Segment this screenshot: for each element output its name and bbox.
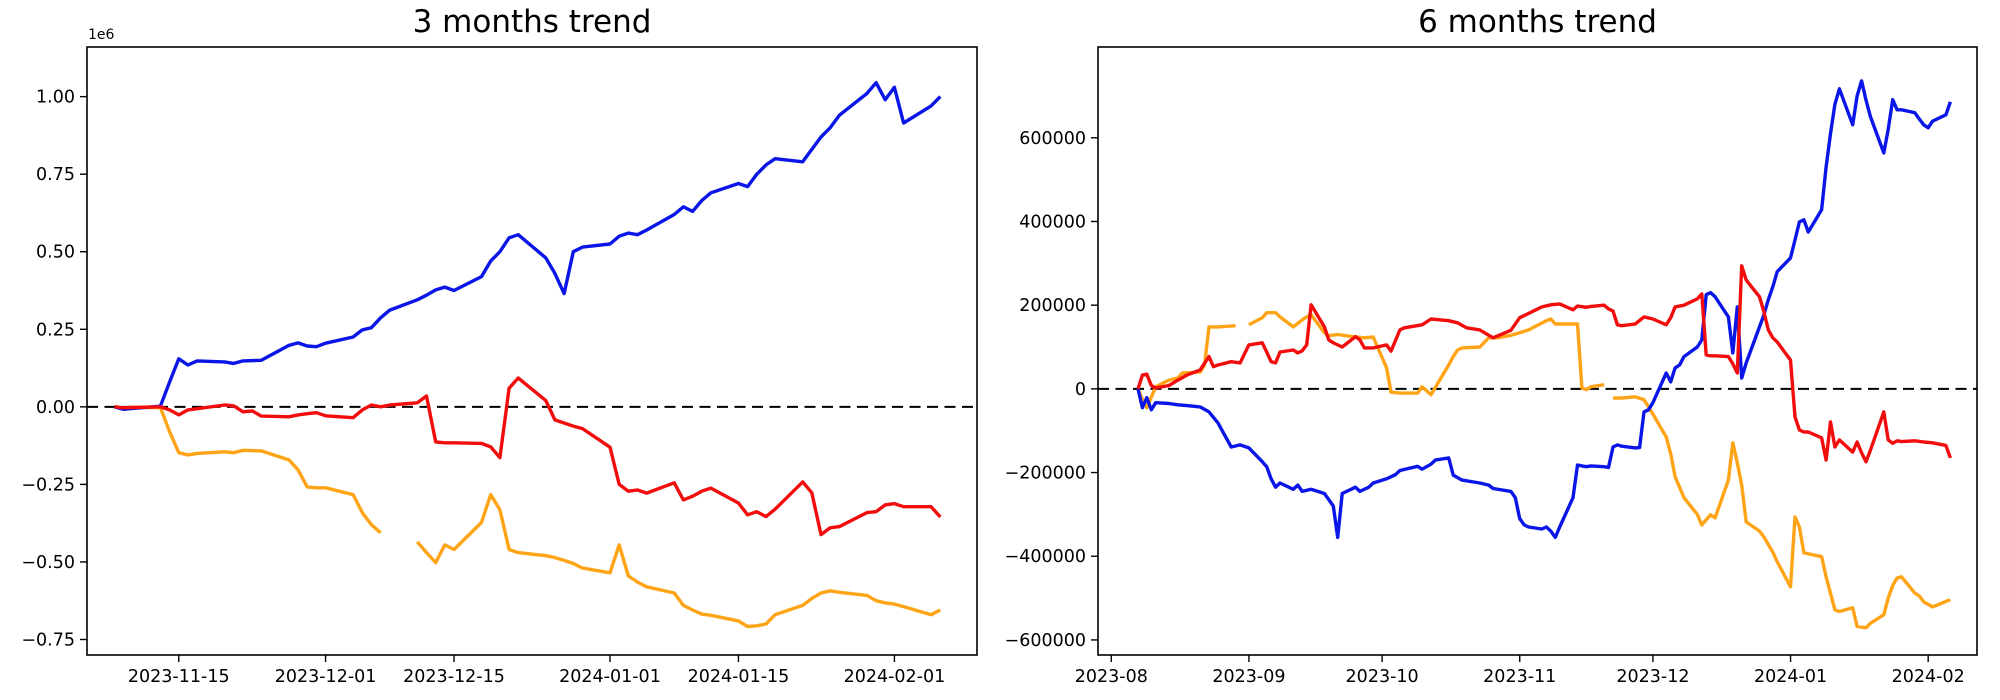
chart-1: 2023-08 2023-09 2023-10 2023-11 2023-12 2024-… bbox=[1005, 46, 1978, 687]
chart-0: 2023-11-15 2023-12-01 2023-12-15 2024-01-01… bbox=[21, 46, 978, 687]
x-tick-label: 2024-01-01 bbox=[559, 667, 661, 687]
x-tick-label: 2023-09 bbox=[1212, 667, 1285, 687]
y-tick-label: 0.50 bbox=[36, 243, 75, 263]
y-tick-label: −0.50 bbox=[21, 553, 75, 573]
y-tick-label: −0.25 bbox=[21, 475, 75, 495]
series-line-orange bbox=[1136, 311, 1951, 630]
y-tick-label: 0.25 bbox=[36, 320, 75, 340]
y-tick-label: 0.75 bbox=[36, 165, 75, 185]
plot-area bbox=[1136, 79, 1953, 630]
x-tick-label: 2023-10 bbox=[1346, 667, 1419, 687]
y-tick-label: 200000 bbox=[1019, 296, 1086, 316]
x-tick-label: 2023-12 bbox=[1616, 667, 1689, 687]
y-tick-label: −200000 bbox=[1005, 464, 1086, 484]
axes-spines bbox=[1097, 46, 1978, 656]
x-tick-label: 2024-01 bbox=[1754, 667, 1827, 687]
y-axis-offset-label: 1e6 bbox=[88, 27, 115, 43]
series-line-red bbox=[114, 376, 942, 537]
series-line-blue bbox=[1136, 79, 1953, 540]
y-tick-label: 0.00 bbox=[36, 398, 75, 418]
y-tick-label: −600000 bbox=[1005, 631, 1086, 651]
series-line-blue bbox=[114, 81, 942, 411]
x-tick-label: 2023-11-15 bbox=[128, 667, 230, 687]
x-tick-label: 2023-12-15 bbox=[403, 667, 505, 687]
y-tick-label: 600000 bbox=[1019, 129, 1086, 149]
axes-spines bbox=[86, 46, 978, 656]
x-tick-label: 2024-02 bbox=[1892, 667, 1965, 687]
x-tick-label: 2023-12-01 bbox=[275, 667, 377, 687]
chart-title-3-months-trend: 3 months trend bbox=[412, 4, 652, 40]
chart-title-6-months-trend: 6 months trend bbox=[1418, 4, 1657, 40]
x-tick-label: 2024-01-15 bbox=[688, 667, 790, 687]
y-tick-label: −0.75 bbox=[21, 630, 75, 650]
y-tick-label: 1.00 bbox=[36, 88, 75, 108]
series-line-orange bbox=[114, 405, 942, 629]
x-tick-label: 2024-02-01 bbox=[844, 667, 946, 687]
plot-area bbox=[114, 81, 942, 629]
y-tick-label: 400000 bbox=[1019, 212, 1086, 232]
x-tick-label: 2023-11 bbox=[1483, 667, 1556, 687]
y-tick-label: 0 bbox=[1075, 380, 1086, 400]
y-tick-label: −400000 bbox=[1005, 547, 1086, 567]
x-tick-label: 2023-08 bbox=[1075, 667, 1148, 687]
series-line-red bbox=[1136, 264, 1952, 464]
